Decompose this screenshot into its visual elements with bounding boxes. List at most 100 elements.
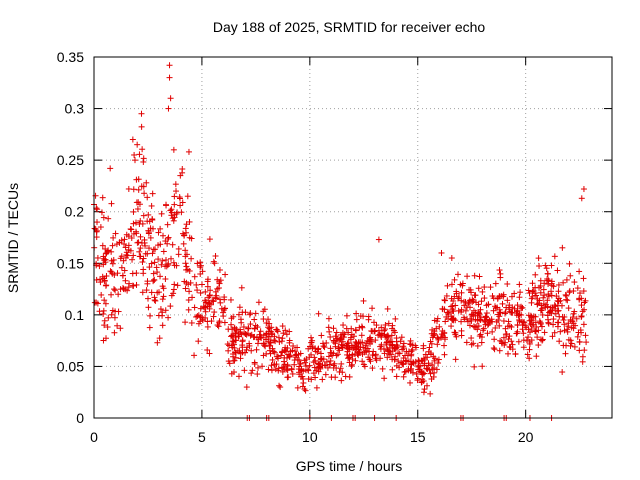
- data-point: [276, 338, 283, 345]
- data-point: [358, 323, 365, 330]
- data-point: [526, 355, 533, 362]
- data-point: [477, 306, 484, 313]
- data-point: [203, 299, 210, 306]
- data-point: [545, 291, 552, 298]
- data-point: [529, 288, 536, 295]
- data-point: [379, 365, 386, 372]
- data-point: [420, 342, 427, 349]
- data-point: [284, 367, 291, 374]
- data-point: [541, 329, 548, 336]
- data-point: [505, 350, 512, 357]
- data-point: [514, 322, 521, 329]
- data-point: [528, 326, 535, 333]
- data-point: [212, 252, 219, 259]
- data-point: [108, 269, 115, 276]
- data-point-peak: [535, 255, 542, 262]
- data-point: [148, 289, 155, 296]
- data-point: [536, 262, 543, 269]
- data-point: [202, 314, 209, 321]
- data-point: [580, 288, 587, 295]
- data-point: [308, 351, 315, 358]
- data-point: [551, 253, 558, 260]
- data-point: [583, 339, 590, 346]
- data-point: [242, 349, 249, 356]
- data-point: [491, 346, 498, 353]
- data-point: [279, 323, 286, 330]
- data-point: [441, 336, 448, 343]
- data-point: [94, 254, 101, 261]
- data-point: [514, 328, 521, 335]
- data-point: [175, 245, 182, 252]
- data-point: [327, 333, 334, 340]
- data-point: [315, 310, 322, 317]
- data-point: [543, 265, 550, 272]
- data-point: [423, 365, 430, 372]
- data-point: [466, 304, 473, 311]
- data-point: [247, 310, 254, 317]
- data-point: [133, 199, 140, 206]
- data-point-peak: [138, 110, 145, 117]
- data-point: [566, 289, 573, 296]
- data-point: [448, 323, 455, 330]
- data-point: [265, 366, 272, 373]
- data-point: [136, 151, 143, 158]
- data-point: [165, 234, 172, 241]
- y-tick-label: 0.3: [65, 101, 85, 117]
- data-point: [180, 240, 187, 247]
- data-point: [528, 316, 535, 323]
- data-point: [144, 278, 151, 285]
- data-point: [267, 339, 274, 346]
- data-point: [317, 350, 324, 357]
- data-point: [475, 323, 482, 330]
- data-point: [448, 303, 455, 310]
- data-point: [369, 365, 376, 372]
- data-point: [93, 219, 100, 226]
- data-point: [247, 332, 254, 339]
- data-point: [246, 342, 253, 349]
- data-point: [378, 341, 385, 348]
- data-point: [382, 334, 389, 341]
- data-point: [134, 239, 141, 246]
- data-point: [352, 357, 359, 364]
- data-point: [366, 335, 373, 342]
- data-point: [561, 321, 568, 328]
- data-point: [582, 332, 589, 339]
- data-point: [221, 305, 228, 312]
- data-point: [229, 338, 236, 345]
- data-point: [294, 384, 301, 391]
- data-point: [527, 329, 534, 336]
- data-point: [441, 342, 448, 349]
- data-point: [326, 328, 333, 335]
- data-point: [537, 277, 544, 284]
- data-point: [403, 348, 410, 355]
- data-point: [476, 273, 483, 280]
- data-point: [419, 358, 426, 365]
- data-point: [257, 333, 264, 340]
- data-point: [182, 253, 189, 260]
- data-point: [506, 322, 513, 329]
- data-point: [133, 281, 140, 288]
- data-point: [520, 344, 527, 351]
- data-point: [137, 233, 144, 240]
- data-point: [419, 376, 426, 383]
- data-point: [580, 321, 587, 328]
- data-point: [407, 337, 414, 344]
- data-point: [101, 317, 108, 324]
- data-point: [549, 333, 556, 340]
- data-point: [318, 332, 325, 339]
- data-point: [425, 360, 432, 367]
- data-point: [458, 289, 465, 296]
- data-point: [271, 349, 278, 356]
- data-point: [517, 289, 524, 296]
- data-point: [152, 297, 159, 304]
- data-point: [142, 242, 149, 249]
- y-axis-label: SRMTID / TECUs: [5, 183, 21, 293]
- data-point: [539, 323, 546, 330]
- data-point: [197, 264, 204, 271]
- data-point: [101, 297, 108, 304]
- data-point: [131, 151, 138, 158]
- data-point: [479, 288, 486, 295]
- data-point: [536, 318, 543, 325]
- data-point: [361, 349, 368, 356]
- data-point: [113, 241, 120, 248]
